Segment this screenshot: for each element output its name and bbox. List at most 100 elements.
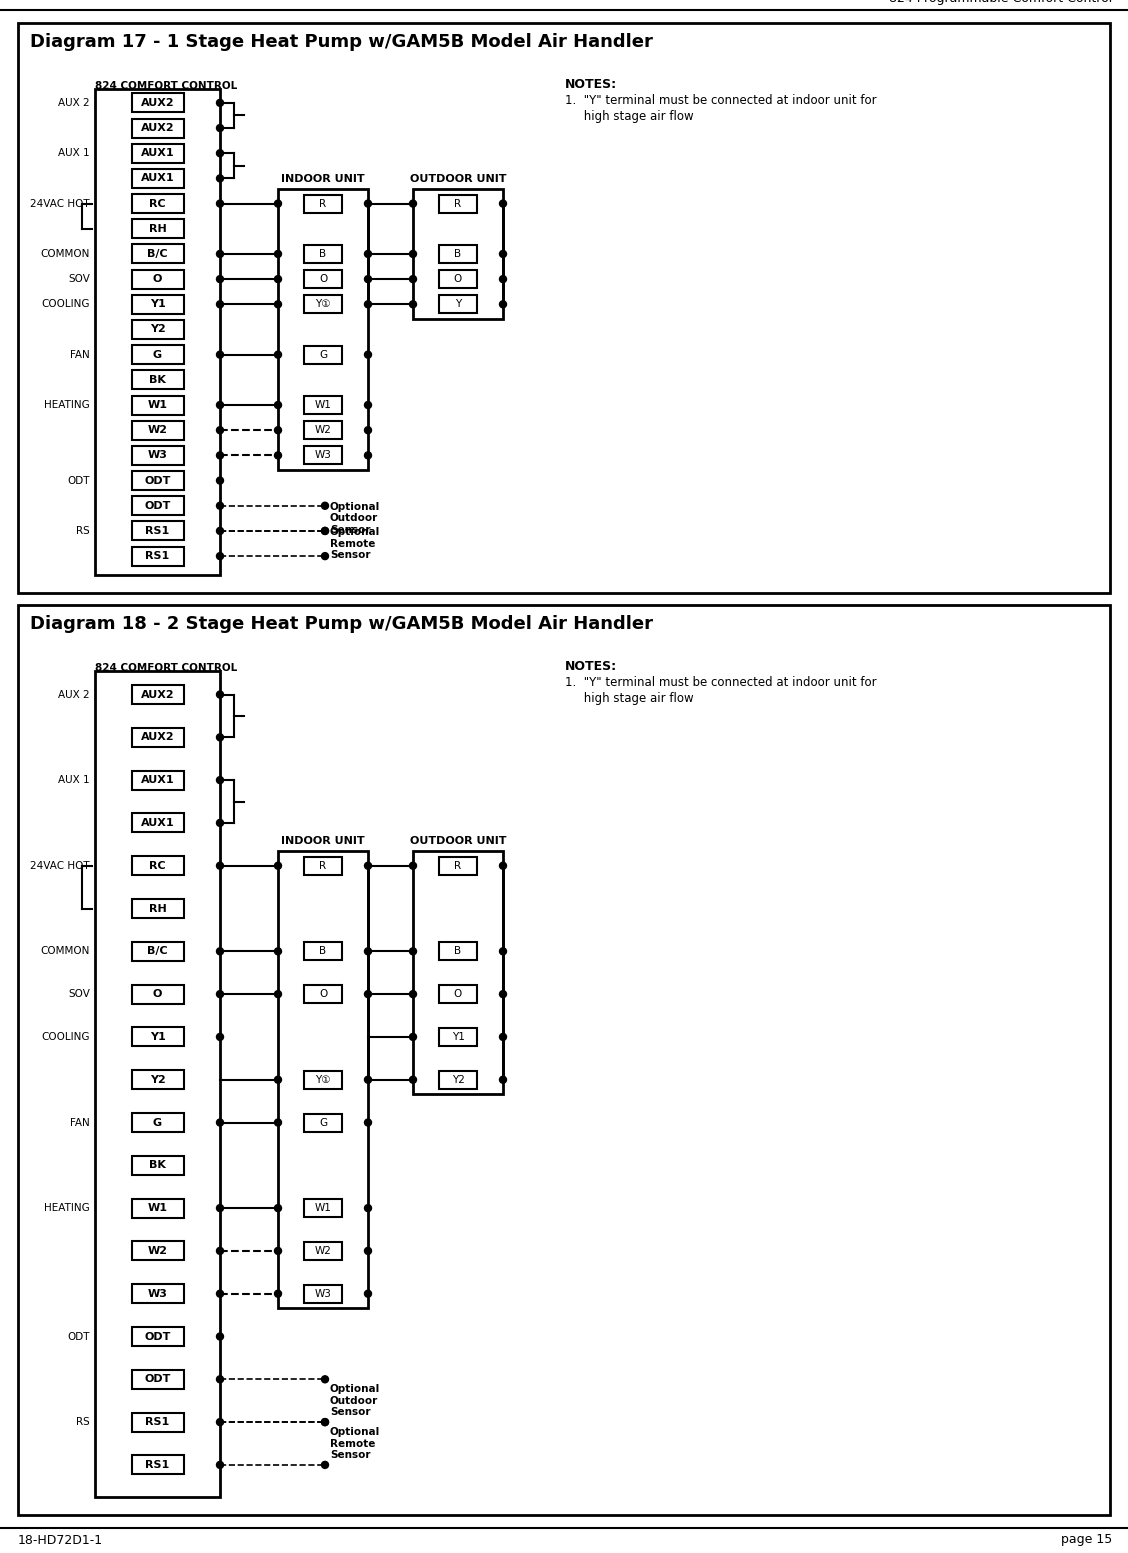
Circle shape: [409, 1033, 416, 1041]
Text: Y1: Y1: [150, 1031, 166, 1042]
Circle shape: [274, 301, 282, 307]
Bar: [305, 857, 342, 874]
Circle shape: [500, 862, 506, 870]
Text: O: O: [453, 275, 462, 284]
Text: 824 COMFORT CONTROL: 824 COMFORT CONTROL: [95, 81, 237, 92]
Bar: [132, 144, 184, 163]
Circle shape: [409, 301, 416, 307]
Circle shape: [274, 452, 282, 458]
Bar: [305, 446, 342, 464]
Text: AUX2: AUX2: [141, 690, 175, 699]
Circle shape: [364, 1120, 371, 1126]
Circle shape: [217, 1418, 223, 1426]
Text: 824 COMFORT CONTROL: 824 COMFORT CONTROL: [95, 663, 237, 672]
Circle shape: [364, 947, 371, 955]
Text: COOLING: COOLING: [42, 1031, 90, 1042]
Bar: [132, 685, 184, 704]
Text: W1: W1: [315, 1204, 332, 1213]
Text: B: B: [455, 946, 461, 957]
Bar: [305, 1284, 342, 1303]
Text: AUX 1: AUX 1: [59, 148, 90, 158]
Circle shape: [364, 301, 371, 307]
Circle shape: [217, 502, 223, 509]
Text: AUX1: AUX1: [141, 818, 175, 828]
Text: AUX2: AUX2: [141, 123, 175, 134]
Text: AUX1: AUX1: [141, 775, 175, 786]
Text: NOTES:: NOTES:: [565, 660, 617, 672]
Circle shape: [321, 1418, 328, 1426]
Circle shape: [364, 862, 371, 870]
Bar: [305, 1199, 342, 1218]
Bar: [132, 244, 184, 264]
Text: BK: BK: [149, 374, 166, 385]
Bar: [439, 245, 477, 262]
Text: RH: RH: [149, 224, 166, 235]
Text: Y1: Y1: [451, 1031, 465, 1042]
Circle shape: [364, 275, 371, 283]
Bar: [132, 1284, 184, 1303]
Text: FAN: FAN: [70, 1118, 90, 1127]
Bar: [132, 1326, 184, 1346]
Circle shape: [217, 452, 223, 458]
Circle shape: [217, 175, 223, 182]
Circle shape: [274, 1120, 282, 1126]
Circle shape: [274, 991, 282, 997]
Bar: [132, 370, 184, 390]
Text: INDOOR UNIT: INDOOR UNIT: [281, 174, 364, 185]
Bar: [132, 169, 184, 188]
Circle shape: [409, 1076, 416, 1084]
Text: Optional
Outdoor
Sensor: Optional Outdoor Sensor: [331, 1384, 380, 1418]
Bar: [305, 943, 342, 960]
Circle shape: [409, 275, 416, 283]
Circle shape: [409, 991, 416, 997]
Bar: [132, 1370, 184, 1388]
Text: G: G: [319, 1118, 327, 1127]
Text: 824 Programmable Comfort Control: 824 Programmable Comfort Control: [889, 0, 1112, 5]
Text: FAN: FAN: [70, 349, 90, 360]
Text: 1.  "Y" terminal must be connected at indoor unit for: 1. "Y" terminal must be connected at ind…: [565, 95, 876, 107]
Bar: [132, 421, 184, 439]
Bar: [18, 23, 1110, 593]
Text: W3: W3: [315, 1289, 332, 1298]
Text: G: G: [153, 1118, 162, 1127]
Circle shape: [217, 553, 223, 559]
Circle shape: [217, 1247, 223, 1255]
Bar: [95, 89, 220, 575]
Circle shape: [500, 1076, 506, 1084]
Text: AUX 2: AUX 2: [59, 690, 90, 699]
Text: B: B: [319, 248, 327, 259]
Bar: [305, 295, 342, 314]
Circle shape: [217, 735, 223, 741]
Text: high stage air flow: high stage air flow: [565, 693, 694, 705]
Circle shape: [217, 301, 223, 307]
Circle shape: [274, 427, 282, 433]
Text: 24VAC HOT: 24VAC HOT: [30, 199, 90, 208]
Bar: [132, 1241, 184, 1261]
Bar: [305, 245, 342, 262]
Text: SOV: SOV: [68, 989, 90, 999]
Text: Optional
Remote
Sensor: Optional Remote Sensor: [331, 1427, 380, 1460]
Circle shape: [409, 862, 416, 870]
Circle shape: [321, 1461, 328, 1469]
Circle shape: [217, 477, 223, 485]
Bar: [439, 943, 477, 960]
Circle shape: [500, 301, 506, 307]
Circle shape: [274, 1291, 282, 1297]
Bar: [132, 295, 184, 314]
Bar: [132, 446, 184, 464]
Bar: [132, 814, 184, 832]
Text: B/C: B/C: [147, 248, 168, 259]
Bar: [132, 1199, 184, 1218]
Text: W1: W1: [148, 1204, 167, 1213]
Circle shape: [500, 250, 506, 258]
Circle shape: [500, 947, 506, 955]
Circle shape: [321, 528, 328, 534]
Bar: [132, 320, 184, 339]
Circle shape: [217, 427, 223, 433]
Circle shape: [321, 502, 328, 509]
Bar: [305, 421, 342, 439]
Circle shape: [274, 862, 282, 870]
Circle shape: [217, 200, 223, 207]
Circle shape: [364, 250, 371, 258]
Text: INDOOR UNIT: INDOOR UNIT: [281, 836, 364, 846]
